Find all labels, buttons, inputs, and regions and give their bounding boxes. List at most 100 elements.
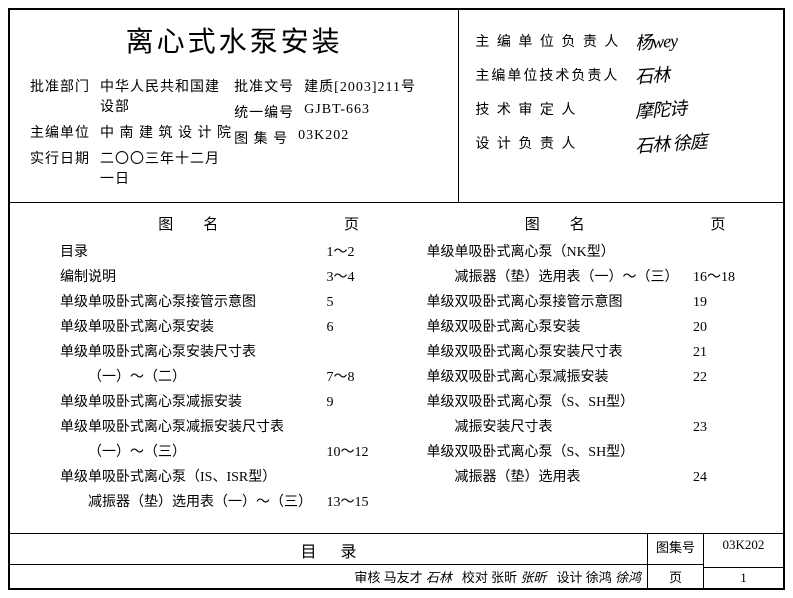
toc-entry-page: 19: [683, 292, 753, 313]
footer-credits: 审核 马友才 石林校对 张昕 张昕设计 徐鸿 徐鸿: [10, 565, 647, 588]
toc-entry-page: [317, 467, 387, 488]
toc-entry-name: 减振器（垫）选用表（一）～（三）: [60, 492, 317, 513]
meta-value: 03K202: [298, 128, 349, 148]
signature-mark: 杨wey: [634, 27, 678, 56]
credit-signature: 张昕: [520, 570, 546, 585]
set-number-label: 图集号: [648, 534, 703, 565]
meta-label: 实行日期: [30, 148, 90, 188]
toc-entry-page: 7～8: [317, 367, 387, 388]
meta-row: 批准部门中华人民共和国建设部: [30, 76, 234, 116]
meta-row: 实行日期二〇〇三年十二月一日: [30, 148, 234, 188]
meta-value: 中华人民共和国建设部: [100, 76, 234, 116]
toc-entry-page: 10～12: [317, 442, 387, 463]
toc-entry-page: 23: [683, 417, 753, 438]
toc-entry-page: 1～2: [317, 242, 387, 263]
toc-row: 单级双吸卧式离心泵安装20: [427, 317, 754, 338]
signature-label: 设 计 负 责 人: [475, 133, 635, 153]
toc-entry-name: （一）～（三）: [60, 442, 317, 463]
drawing-sheet: 离心式水泵安装 批准部门中华人民共和国建设部主编单位中 南 建 筑 设 计 院实…: [8, 8, 785, 590]
toc-row: 减振器（垫）选用表（一）～（三）16～18: [427, 267, 754, 288]
footer-left: 目录 审核 马友才 石林校对 张昕 张昕设计 徐鸿 徐鸿: [10, 534, 647, 588]
toc-entry-name: 单级单吸卧式离心泵安装尺寸表: [60, 342, 317, 363]
signature-label: 主编单位技术负责人: [475, 65, 635, 85]
toc-entry-name: 单级单吸卧式离心泵减振安装: [60, 392, 317, 413]
toc-entry-name: 单级双吸卧式离心泵接管示意图: [427, 292, 684, 313]
toc-header-name: 图名: [427, 213, 684, 234]
toc-entry-page: 13～15: [317, 492, 387, 513]
set-value-cell: 03K202 1: [703, 534, 783, 588]
toc-entry-page: 22: [683, 367, 753, 388]
credit-item: 审核 马友才 石林: [354, 567, 452, 586]
toc-row: 单级双吸卧式离心泵（S、SH型）: [427, 392, 754, 413]
toc-entry-page: [317, 417, 387, 438]
meta-value: 中 南 建 筑 设 计 院: [100, 122, 232, 142]
credit-name: 张昕: [491, 570, 517, 585]
meta-value: GJBT-663: [304, 102, 370, 122]
toc-entry-page: 16～18: [683, 267, 753, 288]
toc-entry-page: 5: [317, 292, 387, 313]
toc-row: （一）～（二）7～8: [60, 367, 387, 388]
credit-item: 设计 徐鸿 徐鸿: [556, 567, 641, 586]
meta-label: 批准部门: [30, 76, 90, 116]
toc-row: 单级单吸卧式离心泵安装尺寸表: [60, 342, 387, 363]
toc-entry-name: 单级单吸卧式离心泵接管示意图: [60, 292, 317, 313]
meta-block: 批准部门中华人民共和国建设部主编单位中 南 建 筑 设 计 院实行日期二〇〇三年…: [30, 70, 438, 194]
credit-label: 设计: [556, 570, 582, 585]
toc-row: 目录1～2: [60, 242, 387, 263]
toc-row: 单级单吸卧式离心泵减振安装9: [60, 392, 387, 413]
meta-label: 批准文号: [234, 76, 294, 96]
footer-block: 目录 审核 马友才 石林校对 张昕 张昕设计 徐鸿 徐鸿 图集号 页 03K20…: [10, 533, 783, 588]
toc-row: 单级双吸卧式离心泵安装尺寸表21: [427, 342, 754, 363]
toc-row: 单级双吸卧式离心泵（S、SH型）: [427, 442, 754, 463]
signatures-block: 主 编 单 位 负 责 人杨wey主编单位技术负责人石林技 术 审 定 人摩陀诗…: [459, 10, 783, 202]
toc-entry-name: 单级单吸卧式离心泵减振安装尺寸表: [60, 417, 317, 438]
signature-mark: 石林: [634, 61, 670, 89]
credit-name: 徐鸿: [586, 570, 612, 585]
toc-entry-page: [317, 342, 387, 363]
meta-label: 主编单位: [30, 122, 90, 142]
toc-row: 编制说明3～4: [60, 267, 387, 288]
signature-row: 主编单位技术负责人石林: [475, 62, 767, 88]
signature-mark: 石林 徐庭: [635, 128, 708, 159]
toc-entry-page: 3～4: [317, 267, 387, 288]
meta-label: 图 集 号: [234, 128, 288, 148]
credit-signature: 石林: [426, 570, 452, 585]
toc-entry-name: 减振器（垫）选用表: [427, 467, 684, 488]
meta-row: 图 集 号 03K202: [234, 128, 438, 148]
meta-label: 统一编号: [234, 102, 294, 122]
toc-entry-page: [683, 392, 753, 413]
toc-row: 减振器（垫）选用表（一）～（三）13～15: [60, 492, 387, 513]
footer-title: 目录: [10, 534, 647, 565]
toc-entry-page: 20: [683, 317, 753, 338]
toc-row: 减振器（垫）选用表24: [427, 467, 754, 488]
toc-row: 单级单吸卧式离心泵安装6: [60, 317, 387, 338]
toc-row: 单级单吸卧式离心泵接管示意图5: [60, 292, 387, 313]
toc-entry-name: 单级双吸卧式离心泵安装尺寸表: [427, 342, 684, 363]
credit-label: 校对: [462, 570, 488, 585]
toc-row: 单级单吸卧式离心泵减振安装尺寸表: [60, 417, 387, 438]
page-label: 页: [648, 565, 703, 588]
toc-entry-name: 单级双吸卧式离心泵减振安装: [427, 367, 684, 388]
toc-entry-name: 减振安装尺寸表: [427, 417, 684, 438]
toc-entry-page: [683, 442, 753, 463]
toc-row: （一）～（三）10～12: [60, 442, 387, 463]
toc-block: 图名 页 目录1～2编制说明3～4单级单吸卧式离心泵接管示意图5单级单吸卧式离心…: [10, 203, 783, 533]
toc-row: 单级单吸卧式离心泵（NK型）: [427, 242, 754, 263]
toc-entry-page: 21: [683, 342, 753, 363]
credit-label: 审核: [354, 570, 380, 585]
toc-entry-name: 编制说明: [60, 267, 317, 288]
toc-header: 图名 页: [427, 213, 754, 234]
signature-row: 技 术 审 定 人摩陀诗: [475, 96, 767, 122]
toc-entry-name: 单级单吸卧式离心泵（NK型）: [427, 242, 684, 263]
toc-entry-page: [683, 242, 753, 263]
signature-mark: 摩陀诗: [634, 94, 687, 123]
toc-left-column: 图名 页 目录1～2编制说明3～4单级单吸卧式离心泵接管示意图5单级单吸卧式离心…: [60, 213, 407, 527]
meta-row: 批准文号建质[2003]211号: [234, 76, 438, 96]
credit-name: 马友才: [384, 570, 423, 585]
toc-entry-name: （一）～（二）: [60, 367, 317, 388]
toc-entry-name: 单级双吸卧式离心泵（S、SH型）: [427, 392, 684, 413]
meta-value: 建质[2003]211号: [304, 76, 416, 96]
credit-item: 校对 张昕 张昕: [462, 567, 547, 586]
toc-row: 单级双吸卧式离心泵减振安装22: [427, 367, 754, 388]
meta-row: 主编单位中 南 建 筑 设 计 院: [30, 122, 234, 142]
